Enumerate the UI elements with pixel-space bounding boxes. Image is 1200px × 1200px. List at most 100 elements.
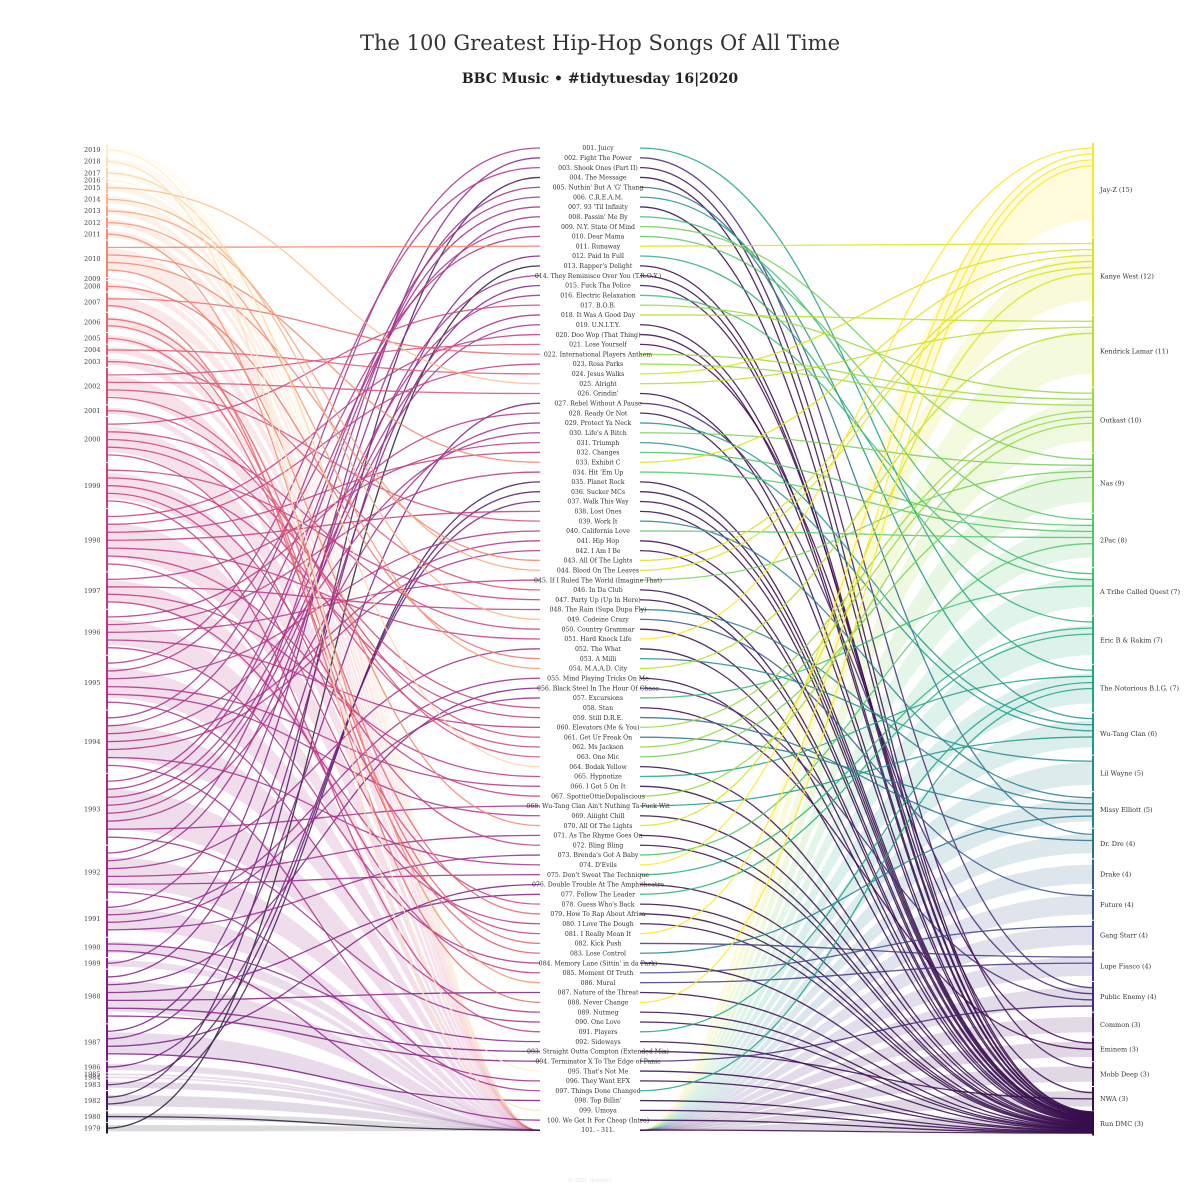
year-song-link [105, 441, 541, 580]
song-artist-link [639, 785, 1095, 1124]
song-artist-link [639, 962, 1095, 1129]
year-band [106, 1073, 540, 1131]
year-song-link [105, 410, 541, 738]
song-label: 072. Bling Bling [573, 842, 624, 849]
song-label: 025. Alright [579, 381, 617, 388]
year-band [106, 908, 540, 1131]
song-label: 019. U.N.I.T.Y. [576, 322, 620, 329]
song-artist-link [639, 314, 1095, 322]
year-label: 1997 [84, 587, 101, 595]
song-artist-link [639, 147, 1095, 640]
year-song-link [105, 593, 541, 778]
artist-node [1092, 453, 1094, 513]
song-artist-link [639, 633, 1095, 895]
artist-band [640, 926, 1094, 1131]
year-band [106, 1081, 540, 1131]
artist-node [1092, 1111, 1094, 1136]
artist-label: Nas (9) [1100, 480, 1125, 488]
song-artist-link [639, 716, 1095, 842]
year-band [106, 346, 540, 1131]
year-song-link [105, 304, 541, 1003]
year-node [106, 194, 108, 205]
song-label: 070. All Of The Lights [564, 823, 633, 830]
song-artist-link [639, 1005, 1095, 1062]
song-artist-link [639, 470, 1095, 581]
song-artist-link [639, 585, 1095, 699]
artist-node [1092, 859, 1094, 890]
song-artist-link [639, 176, 1095, 1113]
year-band [106, 316, 540, 1132]
year-node [106, 1091, 108, 1111]
song-label: 059. Still D.R.E. [573, 715, 623, 722]
year-song-link [105, 943, 541, 1043]
song-label: 083. Lose Control [570, 950, 626, 957]
year-label: 2009 [84, 275, 101, 283]
year-label: 2012 [84, 219, 101, 227]
song-artist-link [639, 736, 1095, 811]
song-artist-link [639, 476, 1095, 758]
year-song-link [105, 950, 541, 1121]
song-label: 093. Straight Outta Compton (Extended Mi… [527, 1049, 669, 1056]
year-band [106, 941, 540, 1131]
year-band [106, 472, 540, 1131]
year-song-link [105, 547, 541, 640]
year-node [106, 1079, 108, 1091]
year-song-link [105, 834, 541, 878]
song-label: 063. One Mic [577, 754, 620, 761]
year-label: 2005 [84, 335, 101, 343]
year-node [106, 167, 108, 179]
year-node [106, 710, 108, 773]
year-song-link [105, 412, 541, 618]
song-label: 042. I Am I Be [575, 548, 620, 555]
song-label: 002. Fight The Power [564, 155, 632, 162]
song-label: 074. D'Evils [579, 862, 617, 869]
year-song-link [105, 891, 541, 1082]
song-artist-link [639, 1080, 1095, 1132]
year-node [106, 367, 108, 405]
artist-label: Common (3) [1100, 1021, 1141, 1029]
song-artist-link [639, 627, 1095, 876]
song-label: 010. Dear Mama [572, 234, 625, 241]
song-label: 061. Get Ur Freak On [564, 734, 632, 741]
year-song-link [105, 549, 541, 751]
year-song-link [105, 484, 541, 846]
year-song-link [105, 764, 541, 1092]
year-label: 1990 [84, 944, 101, 952]
song-label: 021. Lose Yourself [569, 342, 627, 349]
song-label: 078. Guess Who's Back [561, 901, 634, 908]
year-label: 1994 [84, 738, 101, 746]
artist-band [640, 864, 1094, 1131]
artist-label: NWA (3) [1100, 1095, 1128, 1103]
song-artist-link [639, 481, 1095, 1117]
year-song-link [105, 540, 541, 743]
song-artist-link [639, 675, 1095, 778]
song-label: 064. Bodak Yellow [569, 764, 627, 771]
song-label: 092. Sideways [575, 1039, 620, 1046]
song-label: 055. Mind Playing Tricks On Me [547, 675, 649, 682]
song-label: 073. Brenda's Got A Baby [558, 852, 639, 859]
song-artist-link [639, 549, 1095, 1120]
year-node [106, 1111, 108, 1122]
year-band [106, 724, 540, 1131]
year-node [106, 1061, 108, 1073]
year-node [106, 958, 108, 969]
year-song-link [105, 500, 541, 1033]
song-label: 096. They Want EFX [566, 1078, 631, 1085]
year-label: 1991 [84, 915, 101, 923]
song-label: 026. Grindin' [577, 391, 619, 398]
year-band [106, 522, 540, 1131]
chart-title: The 100 Greatest Hip-Hop Songs Of All Ti… [360, 31, 840, 55]
year-band [106, 1032, 540, 1131]
artist-node [1092, 713, 1094, 755]
song-label: 085. Moment Of Truth [563, 970, 634, 977]
year-song-link [105, 500, 541, 1068]
year-label: 2004 [84, 346, 101, 354]
song-artist-link [639, 343, 1095, 1044]
song-artist-link [639, 216, 1095, 575]
song-artist-link [639, 266, 1095, 571]
song-label: 089. Nutmeg [577, 1009, 618, 1016]
artist-label: Kendrick Lamar (11) [1100, 347, 1169, 355]
year-song-link [105, 304, 541, 425]
year-node [106, 655, 108, 710]
